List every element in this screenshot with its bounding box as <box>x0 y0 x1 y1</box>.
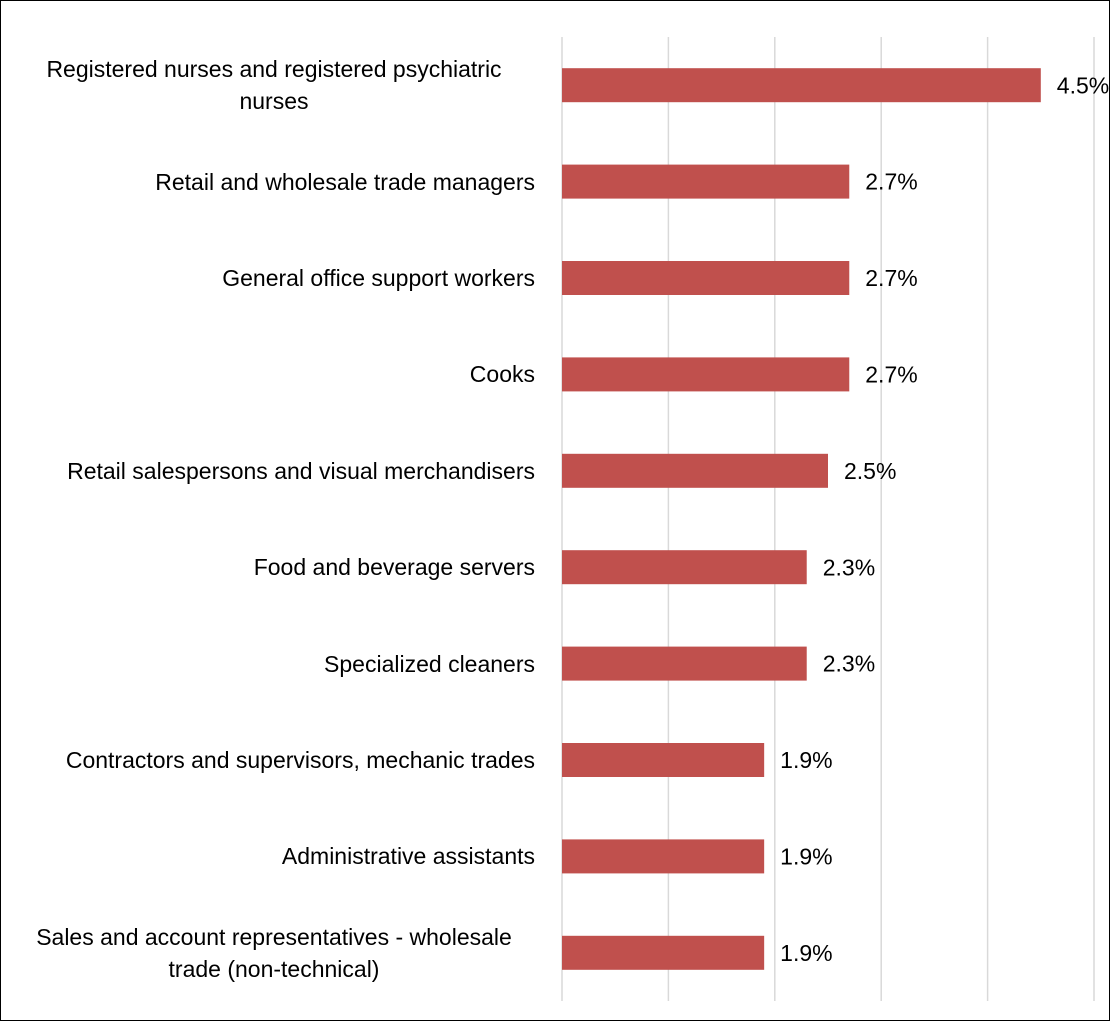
data-label: 1.9% <box>780 747 832 773</box>
category-label: Specialized cleaners <box>324 650 535 677</box>
category-label-box: Registered nurses and registered psychia… <box>13 53 535 117</box>
bar <box>562 68 1041 103</box>
category-label-box: Retail salespersons and visual merchandi… <box>13 455 535 487</box>
bar <box>562 261 850 295</box>
bar <box>562 646 807 681</box>
category-label-box: Sales and account representatives - whol… <box>13 921 535 985</box>
category-label-box: Administrative assistants <box>13 840 535 872</box>
category-label-box: Retail and wholesale trade managers <box>13 166 535 198</box>
category-label: Registered nurses and registered psychia… <box>46 56 502 115</box>
bar <box>562 453 828 488</box>
data-label: 1.9% <box>780 843 832 869</box>
data-label: 2.7% <box>865 265 917 291</box>
bar <box>562 839 765 874</box>
category-label: Retail salespersons and visual merchandi… <box>67 457 535 484</box>
category-label-box: Cooks <box>13 358 535 390</box>
category-label: Contractors and supervisors, mechanic tr… <box>65 747 535 773</box>
bar <box>562 743 765 777</box>
data-label: 2.7% <box>865 169 917 195</box>
data-label: 2.3% <box>823 651 875 677</box>
bar <box>562 550 807 585</box>
data-label: 2.3% <box>823 554 875 580</box>
data-label: 4.5% <box>1057 72 1109 98</box>
bar <box>562 357 850 392</box>
data-label: 2.5% <box>844 458 896 484</box>
data-label: 2.7% <box>865 361 917 387</box>
category-label-box: Specialized cleaners <box>13 648 535 680</box>
category-label-box: Food and beverage servers <box>13 551 535 583</box>
category-label: General office support workers <box>222 265 535 291</box>
category-label: Cooks <box>469 361 535 388</box>
category-label: Retail and wholesale trade managers <box>155 168 535 195</box>
data-label: 1.9% <box>780 940 832 966</box>
category-label: Sales and account representatives - whol… <box>36 923 512 982</box>
bar <box>562 935 765 970</box>
bar <box>562 164 850 199</box>
category-label: Food and beverage servers <box>253 554 535 581</box>
category-label-box: Contractors and supervisors, mechanic tr… <box>13 744 535 776</box>
category-label: Administrative assistants <box>281 843 535 870</box>
category-label-box: General office support workers <box>13 262 535 294</box>
